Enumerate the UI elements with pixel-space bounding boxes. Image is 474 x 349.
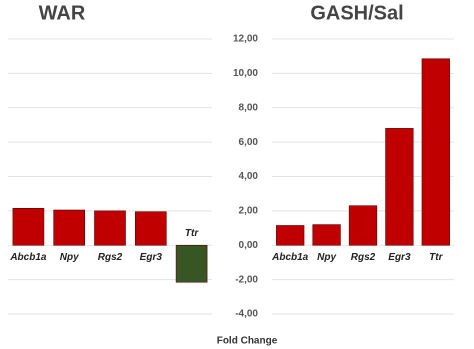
bar [12,207,45,246]
y-tick-label: 4,00 [239,171,259,182]
bar [421,58,450,246]
y-tick-label: 6,00 [239,137,259,148]
y-tick-label: -4,00 [235,309,258,320]
x-tick-label: Egr3 [388,252,411,263]
x-tick-label: Npy [317,252,336,263]
y-tick-label: -2,00 [235,274,258,285]
x-tick-label: Abcb1a [271,252,309,263]
x-tick-label: Ttr [429,252,443,263]
x-tick-label: Rgs2 [351,252,376,263]
x-tick-label: Ttr [185,228,199,239]
bar [94,210,126,246]
y-tick-label: 0,00 [239,240,259,251]
bar [134,211,167,246]
y-tick-label: 2,00 [239,206,259,217]
chart-title: GASH/Sal [310,2,403,24]
bar [276,225,305,246]
x-tick-label: Abcb1a [9,252,47,263]
x-tick-label: Egr3 [140,252,163,263]
x-tick-label: Rgs2 [98,252,123,263]
y-tick-label: 8,00 [239,102,259,113]
y-tick-label: 10,00 [233,68,258,79]
bar [385,128,414,246]
chart-title: WAR [39,2,86,24]
y-tick-label: 12,00 [233,34,258,45]
bar [53,209,86,246]
bar [312,224,341,246]
x-tick-label: Npy [60,252,79,263]
bar [348,205,378,246]
axis-label: Fold Change [217,336,278,347]
bar [175,244,208,283]
